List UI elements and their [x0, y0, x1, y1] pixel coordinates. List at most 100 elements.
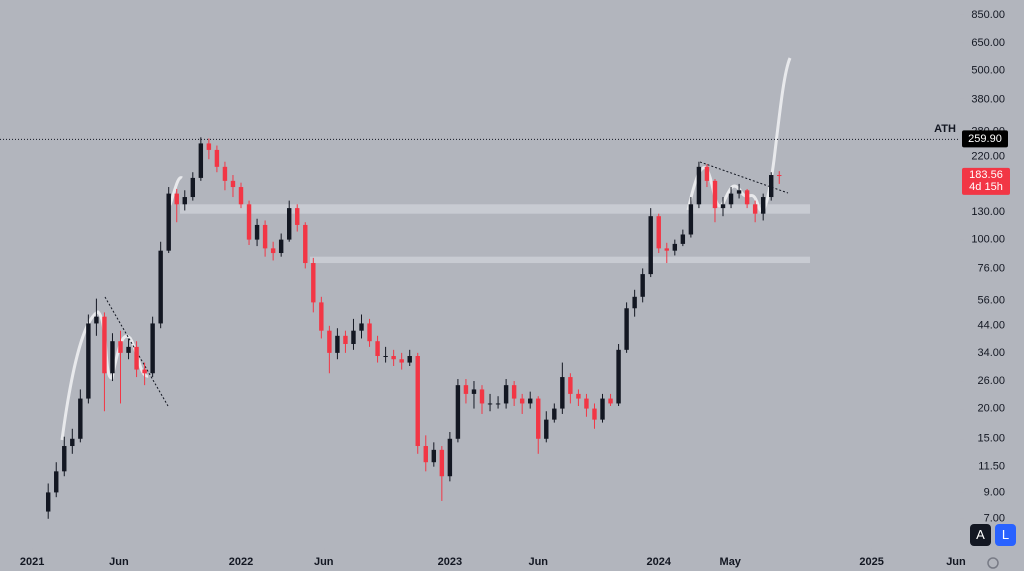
candle-body — [632, 296, 637, 309]
candle-body — [359, 323, 364, 331]
candle-body — [423, 446, 428, 463]
x-tick-label: 2021 — [20, 556, 44, 568]
candle-body — [720, 204, 726, 209]
candle-body — [158, 250, 163, 324]
candle-body — [536, 398, 541, 439]
candle-body — [102, 316, 107, 374]
candle-body — [544, 419, 549, 439]
candle-body — [672, 243, 678, 251]
ath-label: ATH — [934, 123, 956, 135]
candle-body — [295, 208, 300, 225]
ath-tag: 259.90 — [968, 133, 1002, 145]
bar-countdown: 4d 15h — [969, 181, 1003, 193]
candle-body — [769, 175, 774, 198]
candle-body — [54, 471, 59, 493]
candle-body — [246, 204, 252, 240]
candle-body — [495, 403, 501, 405]
candle-body — [70, 438, 75, 447]
pattern-drawing — [168, 176, 183, 206]
x-tick-label: 2025 — [859, 556, 883, 568]
candle-body — [552, 408, 557, 420]
candle-body — [174, 193, 179, 205]
y-tick-label: 34.00 — [977, 347, 1005, 359]
candle-body — [648, 216, 653, 275]
candle-body — [471, 389, 477, 394]
candle-body — [680, 234, 686, 244]
y-tick-label: 76.00 — [977, 262, 1005, 274]
candle-body — [214, 149, 220, 167]
candle-body — [118, 341, 123, 353]
candle-body — [728, 193, 734, 205]
candle-body — [511, 385, 517, 399]
candle-body — [262, 224, 268, 249]
log-scale-button[interactable]: L — [1002, 527, 1009, 542]
candle-body — [343, 335, 348, 344]
candle-body — [744, 190, 750, 205]
candle-body — [94, 316, 99, 324]
x-tick-label: Jun — [528, 556, 548, 568]
candle-body — [399, 359, 404, 363]
x-tick-label: Jun — [946, 556, 966, 568]
y-tick-label: 100.00 — [971, 234, 1005, 246]
candle-body — [624, 308, 629, 350]
x-tick-label: May — [720, 556, 742, 568]
candle-body — [45, 492, 51, 512]
candle-body — [704, 166, 710, 181]
candle-body — [600, 398, 605, 420]
candle-body — [134, 346, 139, 370]
candle-body — [206, 143, 212, 150]
candle-body — [616, 349, 621, 404]
price-zone — [180, 204, 810, 214]
pattern-drawing — [60, 310, 149, 441]
candle-body — [656, 216, 661, 249]
candle-body — [760, 197, 766, 214]
candle-body — [303, 224, 308, 264]
candle-body — [576, 393, 581, 399]
candle-body — [110, 341, 115, 374]
candle-body — [688, 204, 694, 235]
ath-tag-bg — [962, 130, 1008, 148]
candle-body — [407, 356, 412, 363]
candle-body — [198, 143, 204, 178]
y-tick-label: 44.00 — [977, 320, 1005, 332]
x-tick-label: 2022 — [229, 556, 253, 568]
candle-body — [455, 385, 461, 439]
candle-body — [608, 398, 613, 404]
candle-body — [311, 263, 316, 303]
auto-scale-button[interactable]: A — [976, 527, 985, 542]
drawings — [60, 57, 792, 441]
y-tick-label: 850.00 — [971, 9, 1005, 21]
x-tick-label: Jun — [109, 556, 129, 568]
candle-body — [78, 398, 83, 439]
candle-body — [142, 369, 147, 374]
candle-body — [584, 398, 589, 409]
candle-body — [712, 180, 718, 209]
auto-scale-button-bg[interactable] — [970, 524, 991, 546]
y-tick-label: 220.00 — [971, 151, 1005, 163]
settings-icon[interactable] — [987, 557, 999, 569]
candle-body — [752, 204, 758, 214]
y-tick-label: 130.00 — [971, 206, 1005, 218]
candle-body — [439, 449, 445, 477]
price-zone — [310, 256, 810, 264]
candle-body — [190, 177, 196, 198]
candle-body — [560, 377, 565, 409]
candle-body — [126, 346, 131, 353]
log-scale-button-bg[interactable] — [995, 524, 1016, 546]
y-tick-label: 20.00 — [977, 402, 1005, 414]
candle-body — [367, 323, 372, 342]
candle-body — [463, 385, 469, 394]
candle-body — [528, 398, 533, 404]
candle-body — [383, 356, 388, 358]
candle-body — [230, 180, 236, 188]
candle-body — [431, 449, 437, 463]
y-tick-label: 11.50 — [978, 461, 1005, 473]
candle-body — [86, 323, 91, 399]
x-tick-label: Jun — [314, 556, 334, 568]
candle-body — [415, 356, 420, 447]
y-tick-label: 7.00 — [984, 513, 1005, 525]
candle-body — [278, 239, 284, 254]
candle-body — [327, 330, 332, 353]
